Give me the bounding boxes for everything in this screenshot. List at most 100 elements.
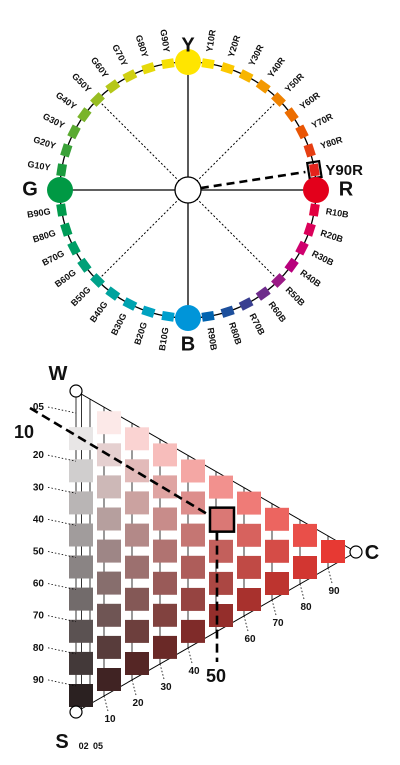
- chroma-tick-05: 05: [93, 741, 103, 751]
- hue-label-g20y: G20Y: [32, 134, 57, 151]
- chroma-tick-leader: [159, 663, 165, 680]
- selected-nuance-frame: [208, 506, 236, 533]
- blackness-tick-leader: [47, 454, 77, 462]
- hue-swatch-y30r: [238, 69, 254, 83]
- hue-label-r10b: R10B: [325, 206, 350, 220]
- hue-swatch-g40y: [77, 107, 92, 123]
- chroma-tick-leader: [187, 647, 193, 664]
- nuance-swatch: [69, 491, 93, 515]
- hue-label-r50b: R50B: [284, 285, 308, 309]
- nuance-swatch: [237, 491, 261, 515]
- nuance-swatch: [69, 619, 93, 643]
- hue-swatch-b50g: [90, 273, 105, 288]
- hue-label-b40g: B40G: [88, 299, 110, 324]
- nuance-swatch: [265, 507, 289, 531]
- hue-label-b70g: B70G: [40, 248, 65, 268]
- nuance-swatch: [209, 604, 233, 627]
- nuance-swatch: [125, 427, 149, 451]
- nuance-swatch: [153, 571, 177, 595]
- hue-swatch-g90y: [161, 58, 175, 69]
- chroma-tick-80: 80: [300, 602, 312, 613]
- hue-label-g90y: G90Y: [158, 29, 171, 53]
- hue-label-g80y: G80Y: [134, 34, 151, 59]
- hue-label-b10g: B10G: [157, 327, 171, 352]
- hue-swatch-g50y: [90, 92, 105, 107]
- nuance-swatch: [97, 507, 121, 531]
- nuance-swatch: [69, 459, 93, 483]
- chroma-tick-60: 60: [244, 634, 256, 645]
- blackness-tick-30: 30: [33, 482, 45, 493]
- hue-label-r80b: R80B: [227, 321, 244, 346]
- primary-g-dot: [47, 177, 73, 203]
- hue-swatch-g20y: [60, 143, 73, 158]
- primary-b-dot: [175, 305, 201, 331]
- diagonal-dotted-line: [97, 99, 189, 191]
- hue-swatch-y20r: [220, 62, 235, 75]
- hue-label-g40y: G40Y: [54, 90, 78, 112]
- hue-swatch-g70y: [122, 69, 138, 83]
- hue-swatch-r20b: [303, 222, 316, 237]
- nuance-swatch: [69, 555, 93, 579]
- nuance-swatch: [69, 523, 93, 547]
- hue-label-r60b: R60B: [266, 300, 288, 325]
- nuance-swatch: [181, 587, 205, 611]
- hue-swatch-b40g: [105, 286, 121, 301]
- nuance-swatch: [153, 475, 177, 499]
- nuance-swatch: [97, 668, 121, 691]
- hue-label-g50y: G50Y: [70, 71, 93, 94]
- hue-swatch-g60y: [105, 79, 121, 94]
- nuance-swatch: [97, 635, 121, 659]
- white-vertex: [69, 384, 83, 398]
- chroma-tick-40: 40: [188, 666, 200, 677]
- primary-y-dot: [175, 49, 201, 75]
- nuance-swatch: [153, 603, 177, 627]
- hue-label-g30y: G30Y: [41, 111, 66, 130]
- primary-g-label: G: [22, 178, 38, 200]
- nuance-swatch: [321, 540, 345, 563]
- hue-swatch-r40b: [284, 257, 299, 273]
- chroma-tick-10: 10: [104, 714, 116, 725]
- diagonal-dotted-line: [97, 189, 189, 281]
- blackness-tick-leader: [47, 551, 77, 558]
- nuance-swatch: [237, 523, 261, 547]
- selected-blackness-dashed-line: [29, 406, 211, 517]
- nuance-swatch: [293, 556, 317, 579]
- blackness-tick-leader: [47, 519, 77, 526]
- nuance-swatch: [265, 572, 289, 595]
- blackness-tick-10: 10: [14, 422, 34, 442]
- blackness-tick-leader: [47, 615, 77, 623]
- hue-label-g60y: G60Y: [89, 55, 111, 79]
- hue-label-b20g: B20G: [132, 321, 149, 346]
- hue-label-r70b: R70B: [247, 312, 267, 337]
- nuance-swatch: [125, 555, 149, 579]
- nuance-swatch: [237, 588, 261, 611]
- nuance-swatch: [69, 587, 93, 611]
- nuance-swatch: [125, 619, 149, 643]
- hue-label-b90g: B90G: [26, 206, 51, 220]
- hue-swatch-b80g: [60, 222, 73, 237]
- nuance-swatch: [125, 587, 149, 611]
- nuance-swatch: [125, 523, 149, 547]
- hue-label-r40b: R40B: [298, 267, 323, 289]
- hue-swatch-y50r: [271, 92, 286, 107]
- hue-swatch-b20g: [141, 305, 156, 318]
- nuance-swatch: [181, 523, 205, 547]
- chroma-tick-02: 02: [79, 741, 89, 751]
- hue-swatch-y10r: [201, 58, 215, 69]
- primary-r-label: R: [339, 178, 354, 200]
- hue-label-b60g: B60G: [53, 267, 78, 289]
- nuance-swatch: [125, 652, 149, 675]
- blackness-tick-40: 40: [33, 514, 45, 525]
- hue-swatch-g10y: [56, 163, 67, 177]
- blackness-tick-leader: [47, 647, 77, 655]
- primary-b-label: B: [181, 333, 195, 355]
- blackness-tick-60: 60: [33, 579, 45, 590]
- chroma-tick-leader: [243, 615, 249, 632]
- chroma-tick-90: 90: [328, 586, 340, 597]
- nuance-swatch: [125, 491, 149, 515]
- hue-swatch-b70g: [67, 240, 81, 256]
- primary-y-label: Y: [181, 34, 195, 56]
- blackness-tick-80: 80: [33, 643, 45, 654]
